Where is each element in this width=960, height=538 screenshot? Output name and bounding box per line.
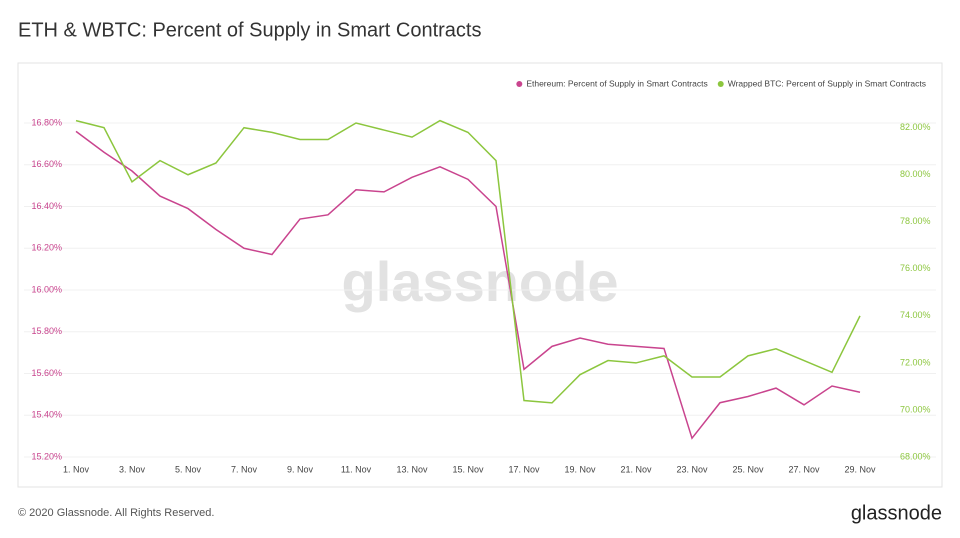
logo: glassnode bbox=[851, 502, 942, 524]
x-tick-label: 19. Nov bbox=[564, 464, 596, 474]
y-tick-label: 16.80% bbox=[31, 117, 62, 127]
legend-swatch bbox=[717, 81, 724, 87]
y2-tick-label: 74.00% bbox=[900, 310, 931, 320]
footer: © 2020 Glassnode. All Rights Reserved. bbox=[18, 507, 214, 519]
y2-tick-label: 70.00% bbox=[900, 404, 931, 414]
plot-frame bbox=[17, 62, 943, 488]
x-tick-label: 29. Nov bbox=[844, 464, 876, 474]
x-tick-label: 7. Nov bbox=[231, 464, 258, 474]
x-tick-label: 17. Nov bbox=[508, 464, 540, 474]
y2-tick-label: 68.00% bbox=[900, 451, 931, 461]
legend-swatch bbox=[516, 81, 523, 87]
y-tick-label: 16.20% bbox=[31, 243, 62, 253]
x-tick-label: 11. Nov bbox=[341, 464, 372, 474]
series-line bbox=[75, 130, 861, 440]
x-tick-label: 13. Nov bbox=[396, 464, 428, 474]
y2-tick-label: 72.00% bbox=[900, 357, 931, 367]
legend-label: Wrapped BTC: Percent of Supply in Smart … bbox=[728, 78, 926, 88]
y-tick-label: 15.40% bbox=[31, 410, 62, 420]
y-tick-label: 15.20% bbox=[31, 451, 62, 461]
x-tick-label: 9. Nov bbox=[287, 464, 314, 474]
chart-title: ETH & WBTC: Percent of Supply in Smart C… bbox=[18, 19, 481, 41]
series-line bbox=[75, 119, 861, 404]
x-tick-label: 25. Nov bbox=[732, 464, 764, 474]
x-tick-label: 15. Nov bbox=[452, 464, 484, 474]
x-tick-label: 21. Nov bbox=[620, 464, 652, 474]
y-tick-label: 15.60% bbox=[31, 368, 62, 378]
legend-label: Ethereum: Percent of Supply in Smart Con… bbox=[526, 78, 707, 88]
watermark: glassnode bbox=[342, 250, 619, 313]
y2-tick-label: 80.00% bbox=[900, 169, 931, 179]
x-tick-label: 23. Nov bbox=[676, 464, 708, 474]
y-tick-label: 15.80% bbox=[31, 326, 62, 336]
y-tick-label: 16.00% bbox=[31, 284, 62, 294]
x-tick-label: 3. Nov bbox=[119, 464, 146, 474]
x-tick-label: 27. Nov bbox=[788, 464, 820, 474]
y2-tick-label: 76.00% bbox=[900, 263, 931, 273]
y2-tick-label: 78.00% bbox=[900, 216, 931, 226]
y-tick-label: 16.40% bbox=[31, 201, 62, 211]
x-tick-label: 1. Nov bbox=[63, 464, 90, 474]
y-tick-label: 16.60% bbox=[31, 159, 62, 169]
y2-tick-label: 82.00% bbox=[900, 122, 931, 132]
x-tick-label: 5. Nov bbox=[175, 464, 202, 474]
